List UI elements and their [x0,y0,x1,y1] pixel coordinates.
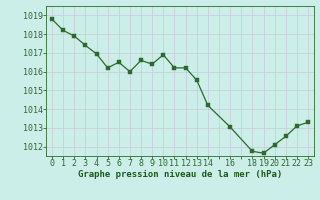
X-axis label: Graphe pression niveau de la mer (hPa): Graphe pression niveau de la mer (hPa) [78,170,282,179]
